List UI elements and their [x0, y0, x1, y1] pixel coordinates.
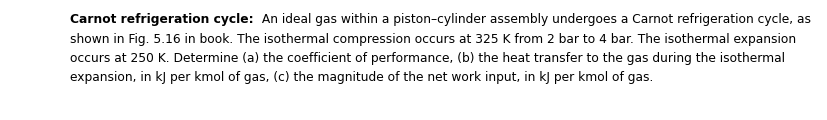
Text: Carnot refrigeration cycle:: Carnot refrigeration cycle:: [70, 13, 257, 26]
Text: An ideal gas within a piston–cylinder assembly undergoes a Carnot refrigeration : An ideal gas within a piston–cylinder as…: [257, 13, 810, 26]
Text: expansion, in kJ per kmol of gas, (c) the magnitude of the net work input, in kJ: expansion, in kJ per kmol of gas, (c) th…: [70, 72, 653, 84]
Text: shown in Fig. 5.16 in book. The isothermal compression occurs at 325 K from 2 ba: shown in Fig. 5.16 in book. The isotherm…: [70, 33, 796, 45]
Text: occurs at 250 K. Determine (a) the coefficient of performance, (b) the heat tran: occurs at 250 K. Determine (a) the coeff…: [70, 52, 784, 65]
